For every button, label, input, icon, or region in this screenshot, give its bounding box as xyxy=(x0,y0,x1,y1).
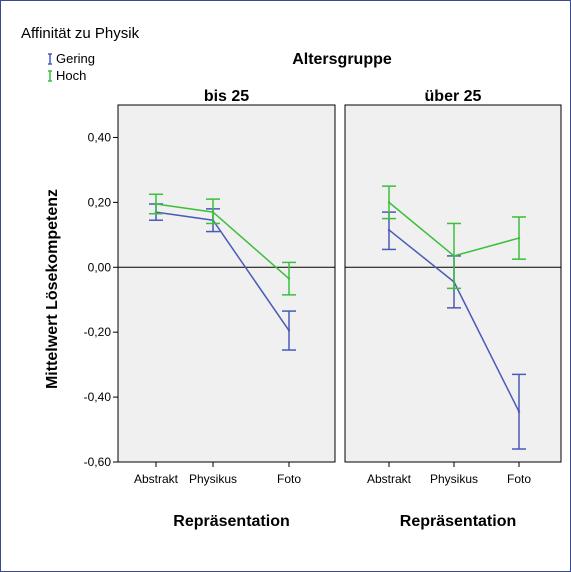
data-point xyxy=(387,201,391,204)
y-tick-label: -0,60 xyxy=(84,455,112,469)
error-bar xyxy=(382,185,396,220)
panel-group-title: Altersgruppe xyxy=(292,51,392,68)
x-axis-label: Repräsentation xyxy=(173,513,289,530)
x-tick-label: Abstrakt xyxy=(367,472,412,486)
data-point xyxy=(287,329,291,332)
data-point xyxy=(517,410,521,413)
y-tick-label: 0,40 xyxy=(88,130,112,144)
panel-1: bis 25 0,40 0,20 0,00 -0,20 -0,40 -0,60 Abstrak… xyxy=(84,88,336,530)
y-axis-label: Mittelwert Lösekompetenz xyxy=(44,189,61,389)
x-tick-label: Foto xyxy=(277,472,301,486)
data-point xyxy=(387,228,391,232)
x-tick-label: Abstrakt xyxy=(134,472,179,486)
error-bar xyxy=(512,216,526,260)
panel-background xyxy=(344,104,562,463)
y-tick-label: -0,40 xyxy=(84,390,112,404)
legend-title: Affinität zu Physik xyxy=(21,25,140,42)
data-point xyxy=(452,254,456,258)
data-point xyxy=(287,277,291,280)
error-bar xyxy=(206,198,220,225)
y-tick-label: -0,20 xyxy=(84,325,112,339)
panel-title: über 25 xyxy=(425,88,482,105)
legend-entries: Gering Hoch xyxy=(48,51,95,83)
data-point xyxy=(211,210,215,214)
panel-title: bis 25 xyxy=(204,88,249,105)
error-bar xyxy=(512,373,526,450)
panel-2: über 25 Abstrakt Physikus Foto Repräsentatio… xyxy=(344,88,562,530)
panels: bis 25 0,40 0,20 0,00 -0,20 -0,40 -0,60 Abstrak… xyxy=(84,88,562,530)
y-tick-label: 0,20 xyxy=(88,195,112,209)
error-bar xyxy=(149,193,163,215)
data-point xyxy=(517,236,521,240)
series-hoch xyxy=(149,193,296,296)
x-tick-label: Foto xyxy=(507,472,531,486)
x-axis-label: Repräsentation xyxy=(400,513,516,530)
panel-background xyxy=(117,104,336,463)
series-hoch xyxy=(382,185,526,290)
error-bar xyxy=(282,310,296,351)
legend-label-hoch: Hoch xyxy=(56,68,86,83)
legend-entry-hoch: Hoch xyxy=(48,68,86,83)
data-point xyxy=(154,202,158,206)
legend-label-gering: Gering xyxy=(56,51,95,66)
legend-entry-gering: Gering xyxy=(48,51,95,66)
y-tick-label: 0,00 xyxy=(88,260,112,274)
x-tick-label: Physikus xyxy=(189,472,237,486)
error-bar xyxy=(447,222,461,290)
error-bar xyxy=(282,261,296,296)
x-tick-label: Physikus xyxy=(430,472,478,486)
